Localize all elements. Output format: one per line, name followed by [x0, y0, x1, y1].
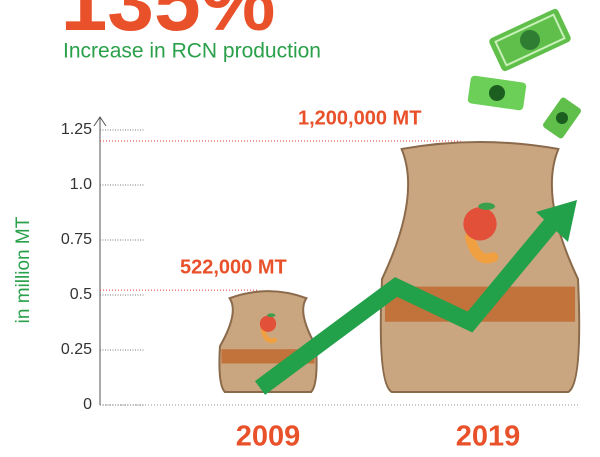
growth-arrow — [254, 200, 577, 395]
arrow-line — [254, 216, 560, 395]
value-label: 1,200,000 MT — [298, 107, 421, 129]
arrow-head — [536, 200, 577, 242]
x-tick-label: 2009 — [236, 421, 301, 453]
y-tick-label: 0.75 — [61, 231, 92, 248]
bag — [379, 141, 581, 393]
chart-title: 135% — [61, 0, 276, 48]
axis-arrow — [93, 116, 107, 127]
cashew-nut — [260, 327, 277, 344]
value-label: 522,000 MT — [180, 256, 287, 278]
x-tick-label: 2019 — [456, 421, 521, 453]
cashew-leaf — [478, 202, 495, 211]
cashew-leaf — [267, 313, 276, 317]
cashew-apple — [463, 207, 497, 241]
cashew-apple — [259, 315, 277, 332]
y-tick-label: 0 — [83, 396, 92, 413]
y-tick-label: 1.25 — [61, 121, 92, 138]
money-icons — [467, 8, 581, 139]
cashew-nut — [465, 232, 499, 264]
y-axis-label: in million MT — [13, 216, 34, 323]
y-tick-label: 1.0 — [70, 176, 92, 193]
chart-subtitle: Increase in RCN production — [63, 40, 321, 63]
y-tick-label: 0.25 — [61, 341, 92, 358]
y-tick-label: 0.5 — [70, 286, 92, 303]
